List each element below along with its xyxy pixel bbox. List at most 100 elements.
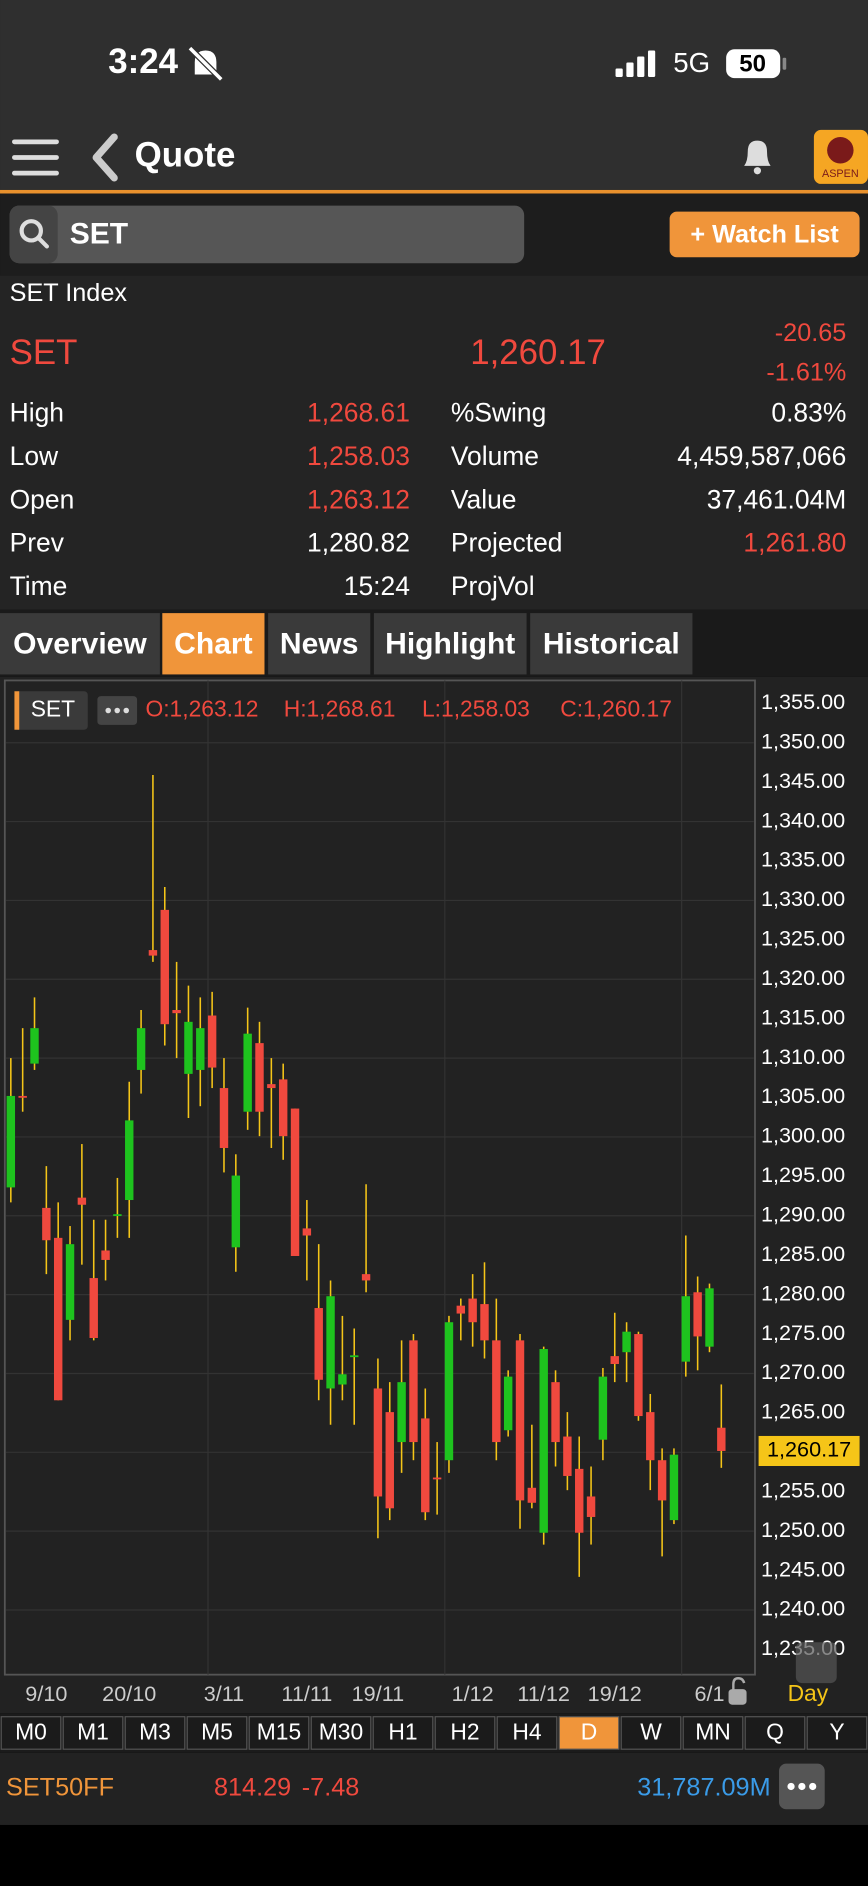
bell-icon[interactable]: [744, 140, 771, 175]
candle-body: [610, 1356, 619, 1365]
stat-value: 1,263.12: [307, 484, 410, 514]
timeframe[interactable]: [372, 1716, 434, 1750]
clock: 3:24: [108, 42, 178, 81]
period: Day: [788, 1680, 829, 1706]
candle-body: [492, 1340, 501, 1443]
last-price: 1,260.17: [470, 333, 606, 372]
menu-button[interactable]: [12, 139, 59, 176]
timeframe[interactable]: [620, 1716, 682, 1750]
tab-label: Chart: [174, 628, 252, 661]
stat-value: 15:24: [344, 571, 410, 601]
timeframe[interactable]: [310, 1716, 372, 1750]
y-tick-label: 1,290.00: [761, 1202, 845, 1227]
timeframe[interactable]: [0, 1716, 62, 1750]
x-tick-label: 11/12: [517, 1681, 570, 1706]
timeframe[interactable]: [62, 1716, 124, 1750]
timeframe[interactable]: [806, 1716, 868, 1750]
candle-body: [409, 1340, 418, 1443]
candle-body: [77, 1197, 87, 1205]
timeframe-label: M0: [15, 1719, 47, 1745]
timeframe[interactable]: [496, 1716, 558, 1750]
candle-body: [136, 1028, 146, 1070]
stat-label: Value: [451, 484, 517, 514]
symbol-chip[interactable]: [14, 691, 88, 730]
candle-body: [219, 1088, 229, 1148]
signal-icon: [615, 50, 656, 77]
quote-panel: [0, 275, 868, 610]
candle-body: [539, 1349, 548, 1533]
lock-icon[interactable]: [728, 1677, 747, 1705]
candle-body: [397, 1382, 406, 1443]
tab[interactable]: [0, 613, 160, 675]
watch-list-label: + Watch List: [690, 220, 839, 248]
timeframe-label: M1: [77, 1719, 109, 1745]
chart-panel: [0, 676, 868, 1714]
stat-value: 4,459,587,066: [677, 441, 846, 471]
logo-text: ASPEN: [822, 168, 859, 180]
x-tick-label: 9/10: [25, 1681, 67, 1706]
candle-body: [646, 1412, 655, 1461]
timeframe-label: M30: [319, 1719, 363, 1745]
stat-label: Open: [10, 484, 75, 514]
tab[interactable]: [268, 613, 371, 675]
timeframe-label: MN: [695, 1719, 731, 1745]
y-tick-label: 1,330.00: [761, 886, 845, 911]
stat-label: %Swing: [451, 398, 547, 428]
candle-body: [598, 1376, 608, 1440]
candle-body: [113, 1214, 122, 1217]
timeframe-label: M15: [257, 1719, 301, 1745]
y-tick-label: 1,255.00: [761, 1477, 845, 1502]
search-icon: [19, 219, 49, 249]
x-tick-label: 1/12: [452, 1681, 494, 1706]
y-tick-label: 1,280.00: [761, 1280, 845, 1305]
x-tick-label: 19/11: [352, 1681, 405, 1706]
y-tick-label: 1,320.00: [761, 965, 845, 990]
candle-body: [160, 909, 169, 1025]
timeframe[interactable]: [248, 1716, 310, 1750]
ohlc-label: L:1,258.03: [422, 696, 530, 722]
candle-body: [30, 1028, 39, 1064]
tab[interactable]: [530, 613, 693, 675]
tab[interactable]: [373, 613, 527, 675]
timeframe-label: H4: [512, 1719, 541, 1745]
candle-body: [6, 1095, 16, 1188]
candle-body: [527, 1487, 537, 1503]
fullscreen-button[interactable]: [795, 1642, 837, 1684]
timeframe[interactable]: [682, 1716, 744, 1750]
timeframe[interactable]: [558, 1716, 620, 1750]
change-percent: -1.61%: [766, 359, 846, 387]
y-tick-label: 1,355.00: [761, 689, 845, 714]
tab-label: Historical: [543, 628, 680, 661]
timeframe-label: D: [581, 1719, 598, 1745]
watch-list-button[interactable]: [669, 211, 860, 258]
timeframe-label: H2: [450, 1719, 479, 1745]
timeframe[interactable]: [124, 1716, 186, 1750]
stat-value: 0.83%: [771, 398, 846, 428]
search-box[interactable]: [9, 205, 525, 264]
timeframe-label: H1: [388, 1719, 417, 1745]
ticker-symbol: SET50FF: [6, 1774, 114, 1802]
timeframe[interactable]: [434, 1716, 496, 1750]
timeframe-label: M3: [139, 1719, 171, 1745]
candle-body: [693, 1292, 702, 1337]
candle-body: [421, 1418, 430, 1513]
symbol: SET: [10, 333, 78, 372]
stat-label: ProjVol: [451, 571, 535, 601]
ticker-value: 31,787.09M: [637, 1774, 770, 1802]
candle-body: [314, 1308, 323, 1380]
candle-body: [172, 1010, 181, 1014]
tab-label: Overview: [13, 628, 147, 661]
y-tick-label: 1,315.00: [761, 1004, 845, 1029]
timeframe[interactable]: [186, 1716, 248, 1750]
ticker-price: 814.29: [214, 1774, 291, 1802]
timeframe[interactable]: [744, 1716, 806, 1750]
silent-icon: [187, 45, 224, 82]
candle-body: [432, 1477, 442, 1480]
timeframes: M0 M1 M3 M5 M15 M30 H1 H2 H4 D W MN Q Y: [0, 1716, 868, 1750]
y-tick-label: 1,350.00: [761, 728, 845, 753]
tab[interactable]: [162, 613, 265, 675]
candle-body: [326, 1296, 335, 1389]
symbol-chip-accent: [14, 691, 20, 730]
back-button[interactable]: [92, 133, 118, 182]
